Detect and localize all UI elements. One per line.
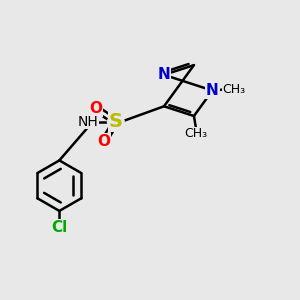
Ellipse shape [107, 115, 124, 128]
Text: N: N [206, 83, 219, 98]
Ellipse shape [79, 115, 97, 128]
Ellipse shape [98, 134, 110, 148]
Ellipse shape [206, 84, 219, 97]
Ellipse shape [51, 221, 68, 233]
Text: S: S [109, 112, 123, 131]
Text: Cl: Cl [51, 220, 68, 235]
Text: O: O [89, 101, 102, 116]
Ellipse shape [89, 102, 102, 115]
Text: NH: NH [77, 115, 98, 129]
Ellipse shape [188, 128, 205, 139]
Text: O: O [98, 134, 110, 148]
Text: CH₃: CH₃ [185, 127, 208, 140]
Ellipse shape [224, 84, 243, 94]
Text: N: N [158, 67, 170, 82]
Text: CH₃: CH₃ [222, 82, 245, 96]
Ellipse shape [158, 68, 171, 81]
